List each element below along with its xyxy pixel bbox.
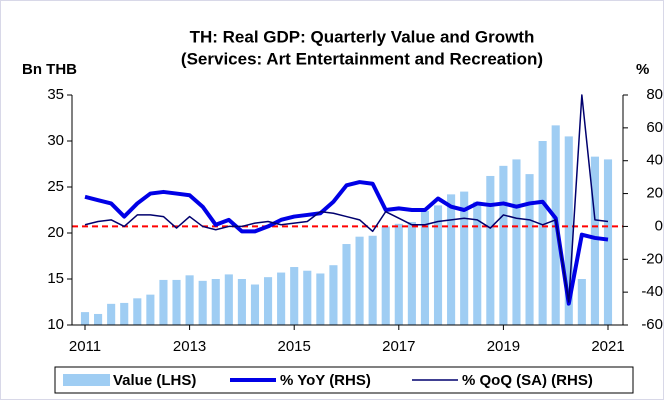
line-series: [84, 94, 609, 303]
chart-subtitle: (Services: Art Entertainment and Recreat…: [181, 49, 543, 68]
bar: [224, 274, 233, 325]
bar: [80, 312, 90, 325]
y-tick-label: 15: [47, 270, 64, 287]
x-tick-label: 2015: [278, 338, 311, 355]
bar: [316, 273, 325, 325]
bar: [420, 210, 430, 325]
bar: [355, 236, 364, 325]
y2-tick-label: 60: [646, 119, 663, 136]
bar: [447, 194, 456, 325]
y2-tick-label: 0: [655, 217, 663, 234]
bar: [460, 191, 469, 325]
x-tick-label: 2019: [487, 338, 520, 355]
bar: [303, 270, 312, 325]
bar: [473, 201, 482, 325]
y2-tick-label: 20: [646, 185, 663, 202]
y-tick-label: 30: [47, 132, 64, 149]
legend-label: % QoQ (SA) (RHS): [462, 372, 593, 389]
legend-label: Value (LHS): [113, 372, 196, 389]
bar: [185, 275, 194, 325]
bar: [329, 265, 338, 325]
bar: [146, 294, 155, 325]
bar: [107, 303, 116, 325]
bar: [603, 159, 613, 325]
chart-title: TH: Real GDP: Quarterly Value and Growth: [190, 27, 535, 46]
bar: [538, 141, 547, 325]
legend-label: % YoY (RHS): [280, 372, 371, 389]
bar: [277, 272, 286, 325]
bar: [290, 267, 299, 325]
line-series: [84, 180, 609, 306]
y-tick-label: 35: [47, 86, 64, 103]
bar: [368, 235, 377, 325]
y2-tick-label: -40: [641, 283, 663, 300]
y2-tick-label: 40: [646, 152, 663, 169]
x-tick-label: 2011: [69, 338, 101, 355]
bar: [381, 226, 390, 325]
bar: [159, 279, 168, 325]
x-tick-label: 2021: [591, 338, 624, 355]
bar: [263, 277, 273, 325]
bar: [512, 159, 521, 325]
bar: [172, 279, 181, 325]
bar: [133, 298, 142, 325]
bar: [342, 244, 351, 325]
bar: [486, 175, 495, 325]
y2-tick-label: -60: [641, 316, 663, 333]
y-axis-label: Bn THB: [22, 61, 77, 78]
legend-box: [54, 366, 634, 394]
bar: [577, 279, 586, 325]
y-tick-label: 25: [47, 178, 64, 195]
bar: [590, 156, 599, 325]
bar: [120, 302, 129, 325]
bar: [211, 279, 220, 325]
y2-tick-label: -20: [641, 250, 663, 267]
y-tick-label: 10: [47, 316, 64, 333]
bar: [198, 280, 207, 325]
bar: [394, 223, 403, 325]
x-tick-label: 2017: [382, 338, 415, 355]
bar: [525, 174, 534, 325]
bar: [433, 205, 443, 325]
y2-tick-label: 80: [646, 86, 663, 103]
legend-swatch: [63, 374, 110, 386]
bar: [237, 279, 246, 325]
y2-axis-label: %: [636, 61, 649, 78]
bar: [407, 221, 416, 325]
bar: [499, 165, 508, 325]
x-tick-label: 2013: [173, 338, 206, 355]
bar: [250, 284, 260, 325]
bar: [564, 136, 573, 325]
bar: [94, 313, 103, 325]
y-tick-label: 20: [47, 224, 64, 241]
